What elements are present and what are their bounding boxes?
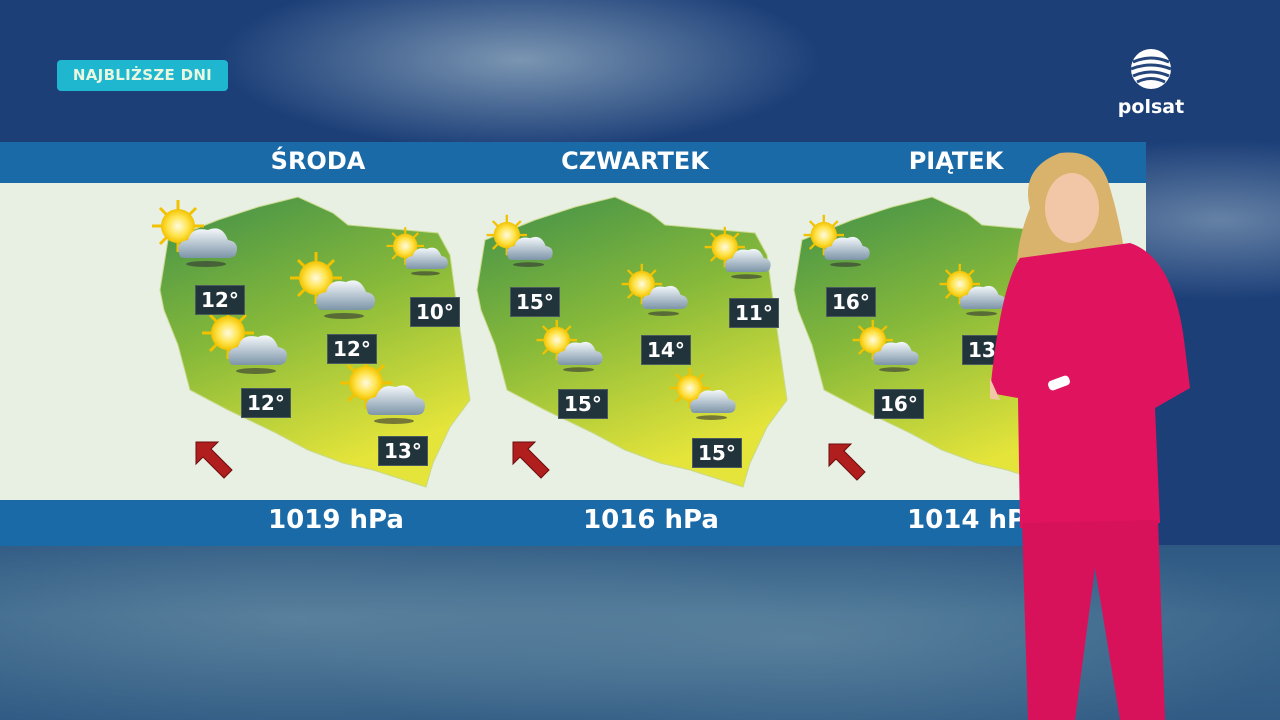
day-title: PIĄTEK (908, 147, 1004, 175)
polsat-globe-icon (1130, 49, 1172, 89)
temperature-label: 12° (241, 388, 291, 418)
temperature-label: 13° (378, 436, 428, 466)
sun-cloud-icon (851, 318, 921, 373)
temperature-label: 15° (558, 389, 608, 419)
sun-cloud-icon (703, 225, 773, 280)
temperature-label: 15° (510, 287, 560, 317)
sun-cloud-icon (288, 250, 378, 320)
pressure-value: 1019 hPa (268, 505, 404, 535)
wind-arrow-icon (825, 440, 869, 484)
day-title: CZWARTEK (561, 147, 709, 175)
sun-cloud-icon (620, 262, 690, 317)
sun-cloud-icon (485, 213, 555, 268)
sun-cloud-icon (802, 213, 872, 268)
presenter (990, 152, 1190, 720)
temperature-label: 10° (410, 297, 460, 327)
sun-cloud-icon (338, 355, 428, 425)
sun-cloud-icon (150, 198, 240, 268)
temperature-label: 15° (692, 438, 742, 468)
temperature-label: 14° (641, 335, 691, 365)
temperature-label: 12° (327, 334, 377, 364)
sun-cloud-icon (668, 366, 738, 421)
logo-text: polsat (1117, 96, 1185, 118)
temperature-label: 12° (195, 285, 245, 315)
temperature-label: 16° (874, 389, 924, 419)
pressure-value: 1016 hPa (583, 505, 719, 535)
temperature-label: 16° (826, 287, 876, 317)
wind-arrow-icon (509, 438, 553, 482)
wind-arrow-icon (192, 438, 236, 482)
day-header-band (0, 142, 1146, 184)
sun-cloud-icon (535, 318, 605, 373)
section-badge: NAJBLIŻSZE DNI (57, 60, 228, 91)
temperature-label: 11° (729, 298, 779, 328)
sun-cloud-icon (385, 225, 450, 277)
sun-cloud-icon (200, 305, 290, 375)
polsat-logo: polsat (1116, 48, 1186, 118)
pressure-band (0, 500, 1146, 546)
day-title: ŚRODA (270, 147, 366, 175)
